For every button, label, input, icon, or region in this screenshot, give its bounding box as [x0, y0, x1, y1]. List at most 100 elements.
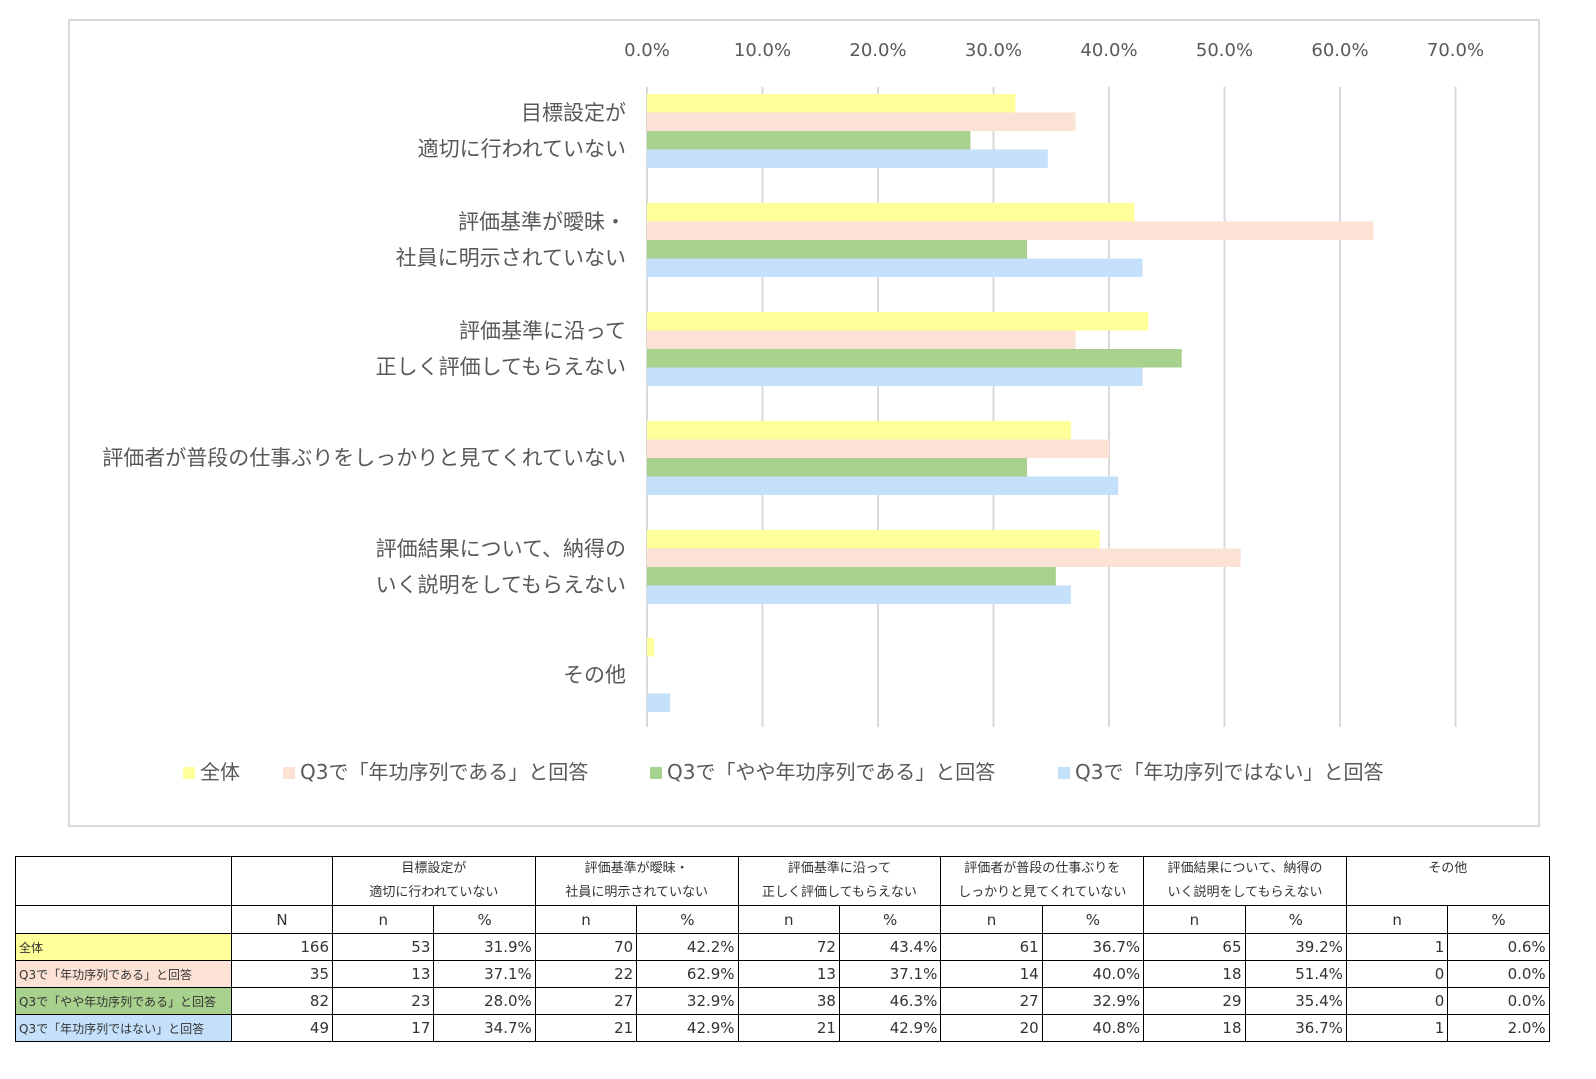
bar-4-4 [647, 476, 1119, 495]
table-cell-pct: 40.0% [1041, 960, 1145, 988]
table-group-header: 評価結果について、納得の いく説明をしてもらえない [1143, 856, 1347, 906]
table-cell-pct: 51.4% [1244, 960, 1347, 988]
table-subheader-n: n [331, 905, 435, 934]
table-cell-N: 49 [231, 1014, 333, 1042]
table-group-header-line: 評価者が普段の仕事ぶりを [964, 861, 1121, 876]
table-cell-n: 21 [534, 1014, 638, 1042]
table-row-label: Q3で「年功序列である」と回答 [15, 960, 232, 988]
table-cell-pct: 34.7% [433, 1014, 536, 1042]
bar-2-5 [647, 548, 1241, 567]
bar-3-1 [647, 131, 971, 150]
table-cell-pct: 32.9% [636, 987, 739, 1015]
table-corner-cell [15, 905, 232, 934]
table-corner-cell [15, 856, 232, 906]
table-subheader-pct: % [1041, 905, 1145, 934]
bar-1-3 [647, 312, 1149, 331]
table-subheader-n: n [737, 905, 840, 934]
table-group-header: その他 [1345, 856, 1550, 906]
table-cell-n: 72 [737, 933, 840, 961]
category-label: 評価者が普段の仕事ぶりをしっかりと見てくれていない [102, 446, 626, 470]
table-group-header: 目標設定が 適切に行われていない [332, 856, 536, 906]
table-cell-n: 21 [737, 1014, 840, 1042]
table-cell-pct: 2.0% [1447, 1014, 1550, 1042]
table-row-label: Q3で「年功序列ではない」と回答 [15, 1014, 232, 1042]
table-cell-n: 1 [1345, 1014, 1449, 1042]
table-cell-n: 1 [1345, 933, 1449, 961]
table-cell-pct: 31.9% [433, 933, 536, 961]
table-cell-pct: 42.9% [838, 1014, 942, 1042]
table-cell-n: 70 [534, 933, 638, 961]
table-group-header: 評価者が普段の仕事ぶりを しっかりと見てくれていない [940, 856, 1145, 906]
table-cell-pct: 0.6% [1447, 933, 1550, 961]
table-cell-pct: 37.1% [433, 960, 536, 988]
table-subheader-n: n [940, 905, 1043, 934]
table-cell-n: 13 [331, 960, 435, 988]
category-label: 評価基準が曖昧・ [458, 210, 626, 234]
table-cell-N: 166 [231, 933, 333, 961]
bar-3-2 [647, 240, 1027, 259]
category-label: 適切に行われていない [418, 137, 626, 161]
table-cell-n: 29 [1143, 987, 1246, 1015]
legend-swatch [650, 767, 662, 779]
bar-1-1 [647, 94, 1016, 113]
bar-1-5 [647, 530, 1100, 549]
category-label: 評価基準に沿って [459, 319, 626, 343]
table-group-header: 評価基準に沿って 正しく評価してもらえない [737, 856, 942, 906]
category-label: いく説明をしてもらえない [376, 573, 626, 597]
table-cell-n: 14 [940, 960, 1043, 988]
bar-2-1 [647, 112, 1076, 131]
table-cell-pct: 43.4% [838, 933, 942, 961]
bar-4-1 [647, 149, 1048, 168]
bar-3-3 [647, 349, 1182, 368]
table-cell-n: 0 [1345, 960, 1449, 988]
table-cell-n: 17 [331, 1014, 435, 1042]
table-cell-n: 13 [737, 960, 840, 988]
table-cell-n: 18 [1143, 960, 1246, 988]
table-cell-n: 65 [1143, 933, 1246, 961]
table-group-header-line: 正しく評価してもらえない [761, 885, 917, 900]
x-tick-label: 50.0% [1196, 40, 1253, 61]
legend-label: Q3で「やや年功序列である」と回答 [667, 760, 995, 784]
bar-4-2 [647, 258, 1143, 277]
legend-label: 全体 [200, 760, 240, 784]
table-row: Q3で「やや年功序列である」と回答 82 23 28.0% 27 32.9% 38 46.3%… [15, 987, 1550, 1015]
table-group-header-line: その他 [1428, 861, 1468, 876]
table-cell-pct: 36.7% [1244, 1014, 1347, 1042]
table-row: 全体 166 53 31.9% 70 42.2% 72 43.4% 61 36.7% 65 39.2%… [15, 933, 1550, 961]
table-cell-pct: 28.0% [433, 987, 536, 1015]
table-cell-n: 27 [940, 987, 1043, 1015]
legend-swatch [183, 767, 195, 779]
legend-label: Q3で「年功序列ではない」と回答 [1075, 760, 1383, 784]
table-cell-n: 18 [1143, 1014, 1246, 1042]
bar-4-3 [647, 367, 1143, 386]
table-cell-pct: 32.9% [1041, 987, 1145, 1015]
bar-2-3 [647, 330, 1076, 349]
table-cell-pct: 35.4% [1244, 987, 1347, 1015]
table-subheader-pct: % [1447, 905, 1550, 934]
table-cell-pct: 40.8% [1041, 1014, 1145, 1042]
table-group-header: 評価基準が曖昧・社員に明示されていない [534, 856, 739, 906]
legend-swatch [283, 767, 295, 779]
x-tick-label: 60.0% [1311, 40, 1368, 61]
bar-3-4 [647, 458, 1027, 477]
bar-4-5 [647, 585, 1071, 604]
x-tick-label: 10.0% [734, 40, 791, 61]
table-corner-cell [231, 856, 333, 906]
bar-1-4 [647, 421, 1071, 440]
x-tick-label: 40.0% [1080, 40, 1137, 61]
table-group-header-line: 社員に明示されていない [565, 885, 708, 900]
table-subheader-pct: % [1244, 905, 1347, 934]
legend-swatch [1058, 767, 1070, 779]
table-cell-pct: 39.2% [1244, 933, 1347, 961]
category-label: 目標設定が [521, 101, 626, 125]
table-subheader-n: n [534, 905, 638, 934]
table-cell-pct: 46.3% [838, 987, 942, 1015]
x-tick-label: 30.0% [965, 40, 1022, 61]
table-group-header-line: 目標設定が [401, 861, 467, 876]
table-group-header-line: 評価基準が曖昧・ [584, 861, 689, 876]
bar-2-2 [647, 221, 1374, 240]
table-cell-N: 35 [231, 960, 333, 988]
table-cell-pct: 36.7% [1041, 933, 1145, 961]
table-subheader-n: n [1345, 905, 1449, 934]
